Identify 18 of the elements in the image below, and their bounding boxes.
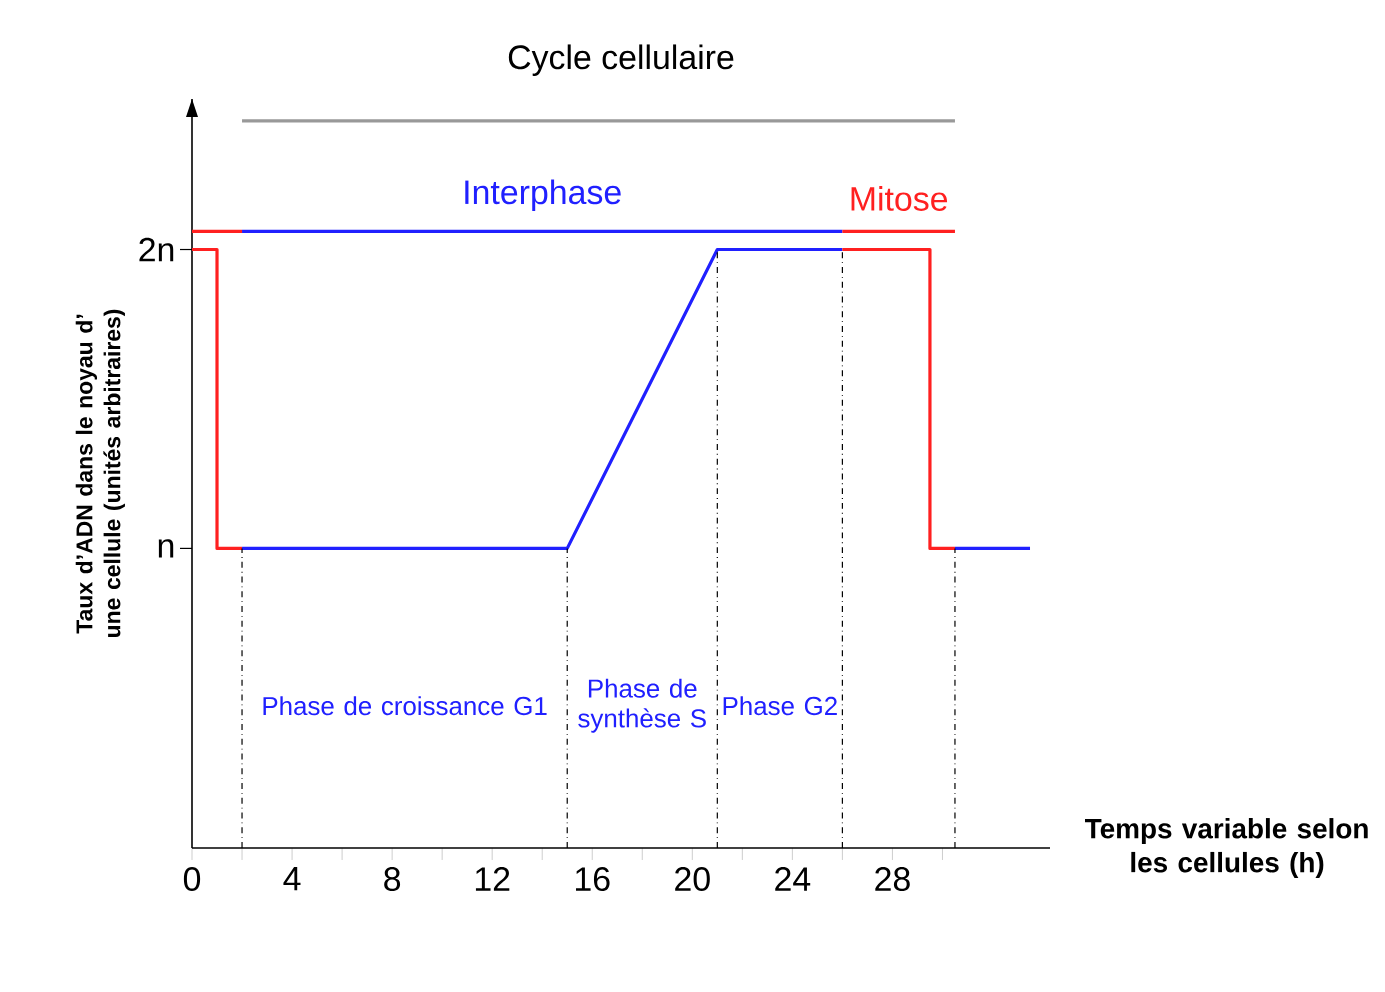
annotation: Phase de croissance G1	[263, 696, 547, 716]
x-tick-label: 28	[875, 867, 910, 892]
chart-title: Cycle cellulaire	[508, 44, 734, 76]
x-tick-label: 12	[475, 867, 510, 891]
x-tick-label: 4	[283, 867, 301, 891]
x-tick-label: 0	[183, 867, 201, 892]
x-tick-label: 24	[775, 867, 811, 891]
annotation: Phase de synthèse S	[578, 678, 706, 733]
annotation: Phase G2	[723, 696, 837, 716]
series-label: Interphase	[465, 179, 621, 211]
text: n	[158, 539, 174, 558]
x-tick-label: 16	[576, 867, 610, 892]
text: 2n	[139, 237, 174, 262]
x-tick-label: 20	[675, 867, 710, 892]
x-tick-label: 8	[384, 867, 401, 892]
x-axis-title: Temps variable selon les cellules (h)	[1085, 818, 1368, 878]
y-axis-title: Taux d’ADN dans le noyau d’ une cellule (unités arbitraires)	[75, 309, 125, 637]
series-label: Mitose	[851, 186, 948, 211]
